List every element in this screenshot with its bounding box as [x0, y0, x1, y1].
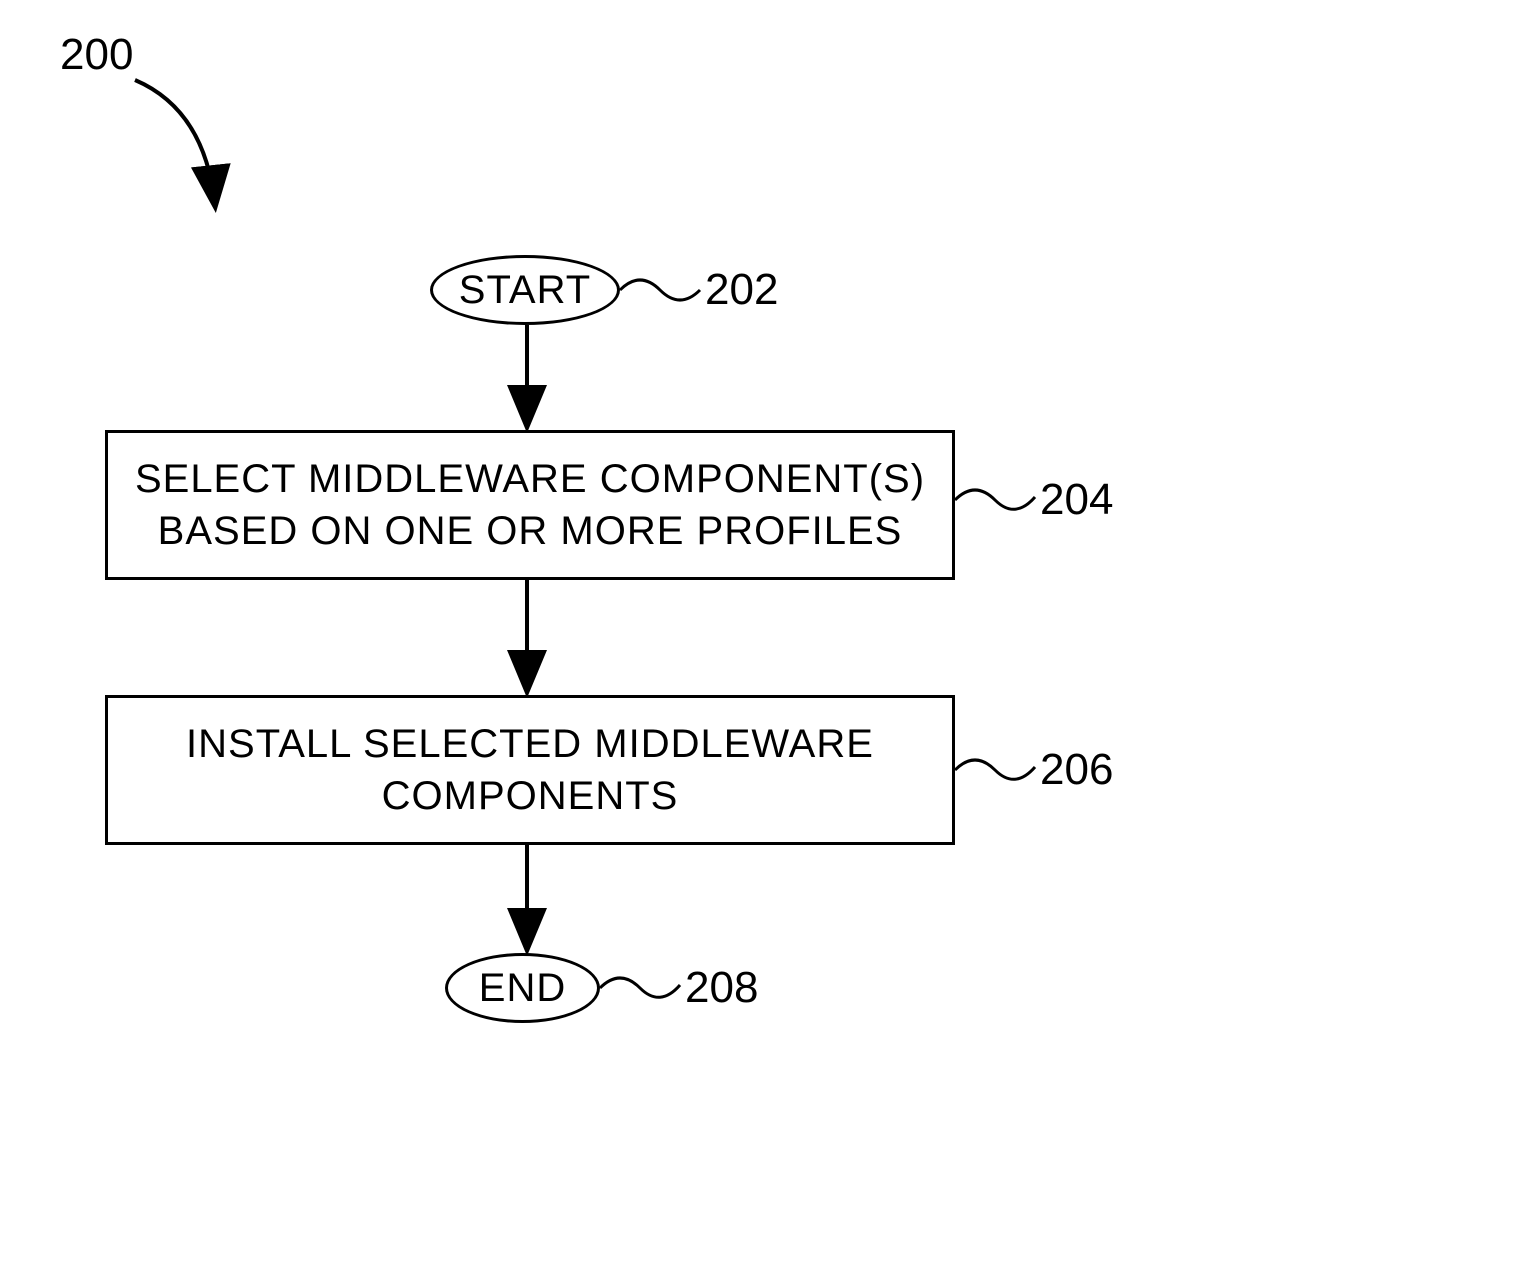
connector-202 — [620, 280, 700, 300]
install-node: INSTALL SELECTED MIDDLEWARE COMPONENTS — [105, 695, 955, 845]
start-node: START — [430, 255, 620, 325]
start-label: START — [459, 268, 591, 313]
ref-208: 208 — [685, 963, 758, 1013]
flowchart-canvas: 200 START 202 SELECT MIDDLEWARE COMPONEN… — [0, 0, 1528, 1280]
ref-204: 204 — [1040, 475, 1113, 525]
ref-202: 202 — [705, 265, 778, 315]
end-label: END — [479, 966, 566, 1011]
install-label: INSTALL SELECTED MIDDLEWARE COMPONENTS — [128, 718, 932, 822]
select-label: SELECT MIDDLEWARE COMPONENT(S) BASED ON … — [128, 453, 932, 557]
connector-208 — [600, 978, 680, 997]
ref-206: 206 — [1040, 745, 1113, 795]
end-node: END — [445, 953, 600, 1023]
figure-pointer-arrow — [135, 80, 215, 205]
connector-206 — [955, 760, 1035, 779]
select-node: SELECT MIDDLEWARE COMPONENT(S) BASED ON … — [105, 430, 955, 580]
flowchart-svg — [0, 0, 1528, 1280]
connector-204 — [955, 490, 1035, 509]
figure-number: 200 — [60, 30, 133, 80]
